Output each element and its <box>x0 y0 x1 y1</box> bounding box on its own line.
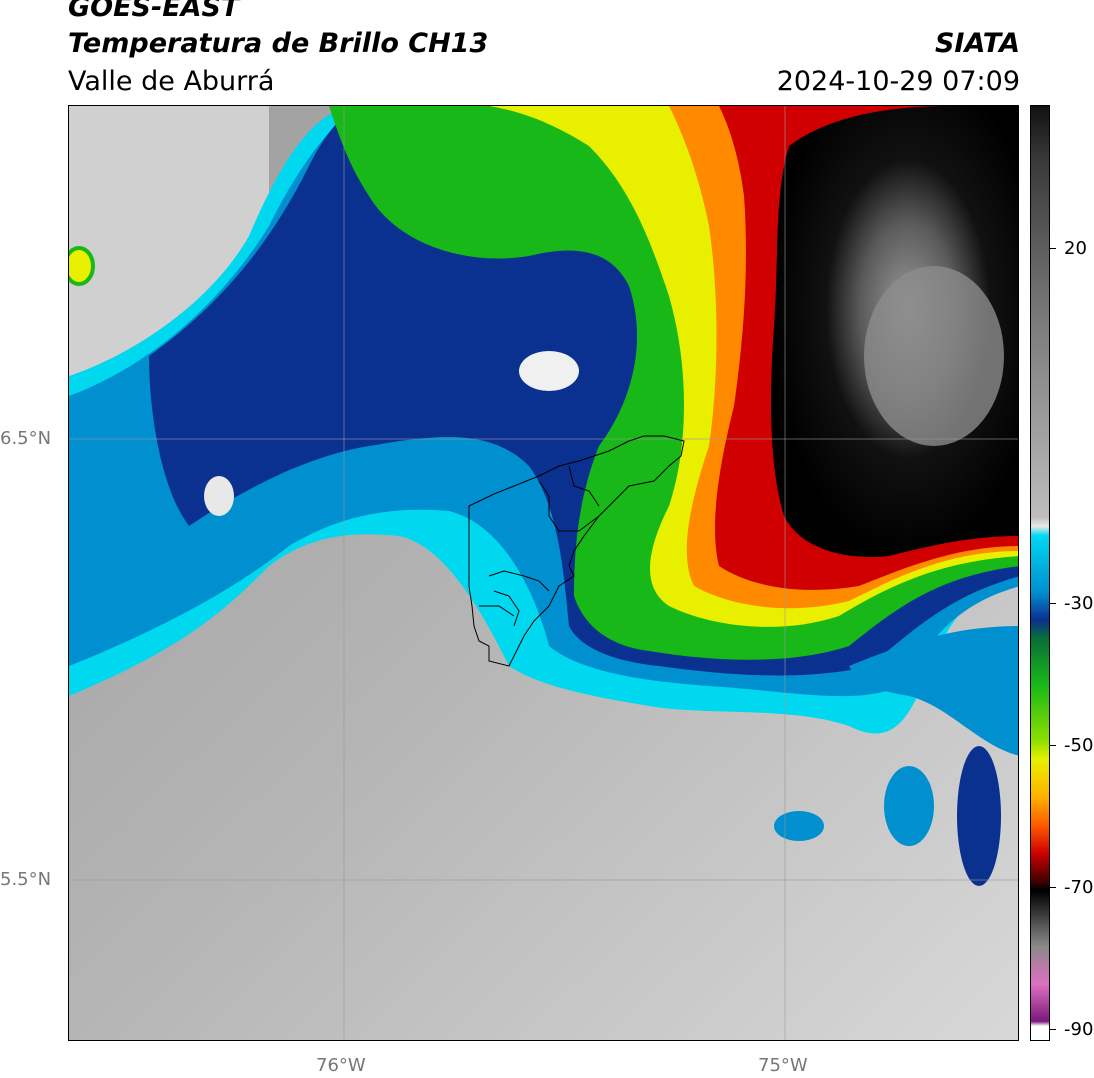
overshooting-top <box>864 266 1004 446</box>
municipal-boundary <box>493 590 520 627</box>
product-title: Temperatura de Brillo CH13 <box>68 28 489 59</box>
clear-pocket <box>204 476 234 516</box>
colorbar-tick <box>1050 1029 1056 1030</box>
colorbar-tick <box>1050 745 1056 746</box>
municipal-boundary <box>488 570 550 592</box>
southeast-cell <box>774 811 824 841</box>
isolated-cell <box>69 246 95 286</box>
municipal-boundary <box>538 480 600 532</box>
organization-label: SIATA <box>934 28 1020 59</box>
colorbar-tick <box>1050 887 1056 888</box>
colorbar-tick <box>1050 603 1056 604</box>
region-label: Valle de Aburrá <box>68 66 275 97</box>
colorbar-tick <box>1050 248 1056 249</box>
colorbar-label: -30 <box>1064 593 1094 614</box>
southeast-cell <box>957 746 1001 886</box>
southeast-cell <box>884 766 934 846</box>
colorbar-label: 20 <box>1064 238 1087 259</box>
municipal-boundary <box>568 465 600 507</box>
colorbar <box>1030 105 1050 1041</box>
latitude-label: 5.5°N <box>0 869 52 890</box>
colorbar-label: -70 <box>1064 877 1094 898</box>
valley-outline <box>468 435 685 667</box>
aburra-valley-boundaries <box>468 435 685 667</box>
municipal-boundary <box>479 605 515 617</box>
longitude-label: 76°W <box>316 1055 366 1076</box>
timestamp-label: 2024-10-29 07:09 <box>776 66 1020 97</box>
longitude-label: 75°W <box>758 1055 808 1076</box>
satellite-title: GOES-EAST <box>68 0 240 23</box>
latitude-label: 6.5°N <box>0 428 52 449</box>
clear-pocket <box>519 351 579 391</box>
colorbar-label: -90 <box>1064 1019 1094 1040</box>
southeast-cell-band <box>849 626 1018 756</box>
brightness-temperature-field <box>69 106 1018 1040</box>
colorbar-label: -50 <box>1064 735 1094 756</box>
satellite-map[interactable] <box>68 105 1019 1041</box>
